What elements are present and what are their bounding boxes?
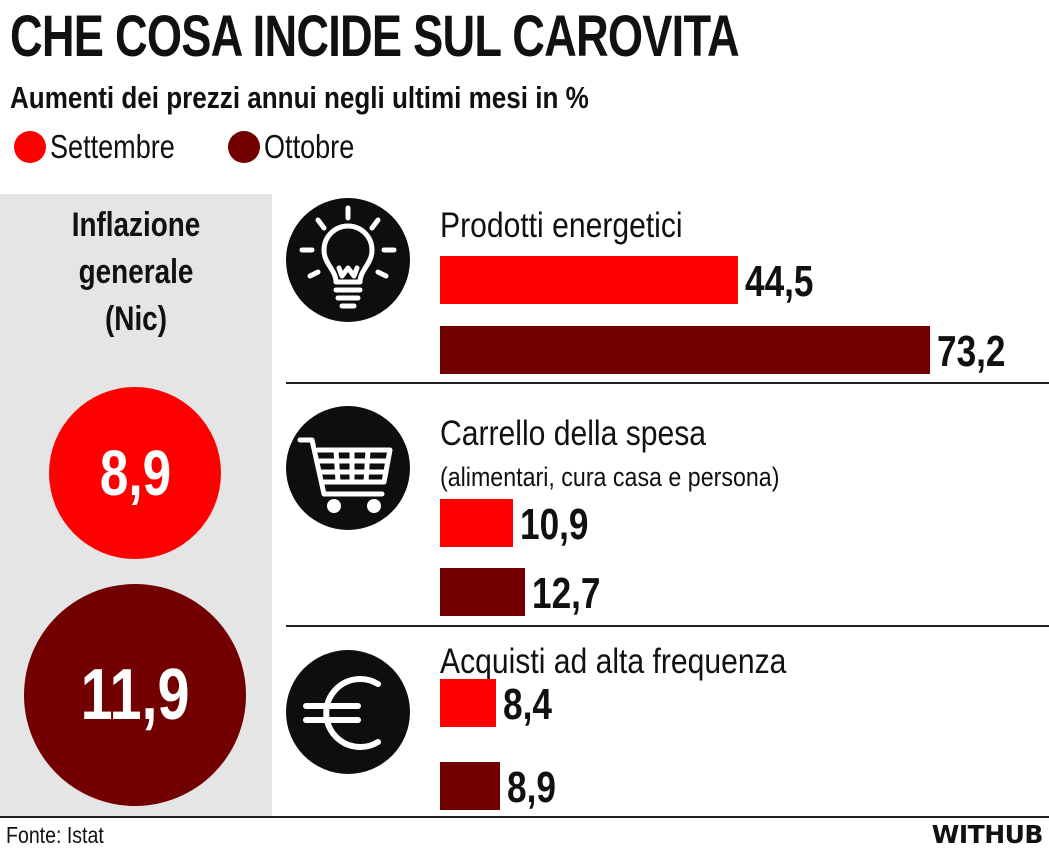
- bar-value-settembre-2: 10,9: [519, 500, 589, 549]
- bar-value-ottobre-3: 8,9: [506, 763, 556, 812]
- nic-title-line: Inflazione: [71, 206, 201, 244]
- divider: [286, 625, 1049, 627]
- shopping-cart-icon: [286, 406, 410, 530]
- source-note: Fonte: Istat: [6, 822, 104, 848]
- nic-title-line: (Nic): [105, 300, 167, 338]
- brand-logo: WITHUB: [931, 820, 1044, 849]
- nic-settembre-circle: 8,9: [49, 387, 221, 559]
- bar-ottobre-2: [440, 568, 525, 616]
- bar-value-ottobre-1: 73,2: [937, 327, 1006, 376]
- legend-item-ottobre: Ottobre: [228, 128, 374, 166]
- bar-ottobre-3: [440, 762, 500, 810]
- legend-swatch-settembre: [14, 131, 46, 163]
- nic-title: Inflazione generale (Nic): [24, 202, 247, 343]
- bar-settembre-3: [440, 679, 497, 727]
- chart-subtitle: Aumenti dei prezzi annui negli ultimi me…: [10, 80, 589, 115]
- bar-value-settembre-3: 8,4: [503, 680, 553, 729]
- legend-label-settembre: Settembre: [50, 128, 175, 165]
- bar-value-settembre-1: 44,5: [744, 257, 814, 306]
- nic-ottobre-circle: 11,9: [24, 584, 246, 806]
- legend-label-ottobre: Ottobre: [264, 128, 355, 165]
- chart-title: CHE COSA INCIDE SUL CAROVITA: [10, 4, 740, 69]
- divider: [286, 382, 1049, 384]
- bar-settembre-1: [440, 256, 738, 304]
- nic-ottobre-value: 11,9: [80, 655, 190, 735]
- bar-settembre-2: [440, 499, 513, 547]
- legend-item-settembre: Settembre: [14, 128, 202, 166]
- nic-title-line: generale: [78, 253, 194, 291]
- category-label: Prodotti energetici: [440, 206, 683, 245]
- category-label: Carrello della spesa: [440, 414, 707, 453]
- bar-ottobre-1: [440, 326, 930, 374]
- nic-panel: Inflazione generale (Nic) 8,9 11,9: [0, 194, 272, 816]
- footer-divider: [0, 816, 1049, 818]
- bar-value-ottobre-2: 12,7: [532, 569, 601, 618]
- category-label: Acquisti ad alta frequenza: [440, 642, 787, 681]
- lightbulb-icon: [286, 198, 410, 322]
- category-note: (alimentari, cura casa e persona): [440, 462, 780, 492]
- nic-settembre-value: 8,9: [99, 437, 171, 509]
- euro-icon: [286, 650, 410, 774]
- legend-swatch-ottobre: [228, 131, 260, 163]
